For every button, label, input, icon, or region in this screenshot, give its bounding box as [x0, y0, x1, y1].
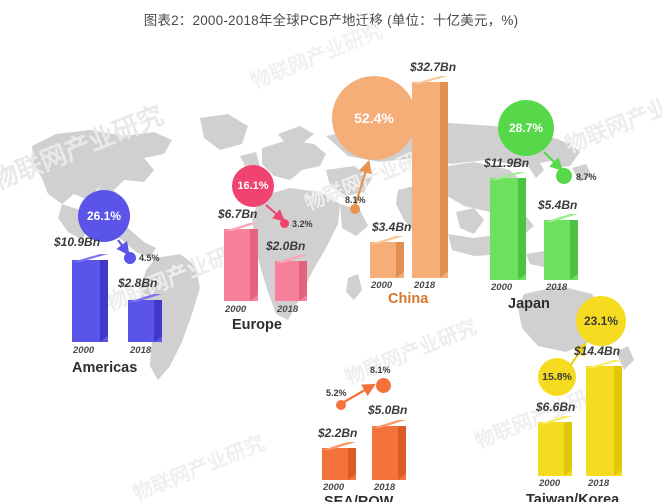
- bar-europe-2000: [224, 223, 258, 301]
- bar-sea-row-2018: [372, 420, 406, 480]
- year-label-americas-2018: 2018: [130, 345, 152, 356]
- bubble-sea-row-2018-label: 8.1%: [370, 365, 391, 375]
- value-label-taiwan-korea-2000: $6.6Bn: [536, 400, 576, 414]
- year-label-europe-2018: 2018: [277, 304, 299, 315]
- bubble-china-2000: [350, 204, 360, 214]
- bar-china-2000: [370, 236, 404, 278]
- bubble-americas-2000: 26.1%: [78, 190, 130, 242]
- region-group-china: 52.4% 8.1% $3.4Bn 2000 $32.: [330, 58, 470, 307]
- bubble-europe-2018: [280, 219, 289, 228]
- value-label-sea-row-2000: $2.2Bn: [318, 426, 358, 440]
- year-label-japan-2018: 2018: [546, 282, 568, 293]
- bubble-japan-2018: [556, 168, 572, 184]
- year-label-japan-2000: 2000: [491, 282, 513, 293]
- value-label-japan-2000: $11.9Bn: [484, 156, 530, 170]
- bar-americas-2000: [72, 254, 108, 342]
- bubble-sea-row-2000-label: 5.2%: [326, 388, 347, 398]
- bar-japan-2000: [490, 172, 526, 280]
- bar-china-2018: [412, 76, 448, 278]
- bubble-china-2000-label: 8.1%: [345, 195, 366, 205]
- bubble-japan-2018-label: 8.7%: [576, 172, 597, 182]
- value-label-china-2018: $32.7Bn: [410, 60, 457, 74]
- bubble-americas-2018: [124, 252, 136, 264]
- bubble-japan-2000: 28.7%: [498, 100, 554, 156]
- bubble-label: 23.1%: [583, 314, 619, 328]
- year-label-china-2018: 2018: [414, 280, 436, 291]
- bar-taiwan-korea-2018: [586, 360, 622, 476]
- value-label-europe-2018: $2.0Bn: [266, 239, 306, 253]
- year-label-sea-row-2000: 2000: [323, 482, 345, 493]
- bubble-americas-2018-label: 4.5%: [139, 253, 160, 263]
- bubble-label: 16.1%: [237, 179, 269, 192]
- region-label-taiwan-korea: Taiwan/Korea: [526, 492, 620, 502]
- bar-taiwan-korea-2000: [538, 416, 572, 476]
- year-label-taiwan-korea-2018: 2018: [588, 478, 610, 489]
- bubble-china-2018: 52.4%: [332, 76, 416, 160]
- value-label-americas-2018: $2.8Bn: [118, 276, 158, 290]
- year-label-europe-2000: 2000: [225, 304, 247, 315]
- bar-japan-2018: [544, 214, 578, 280]
- value-label-europe-2000: $6.7Bn: [218, 207, 258, 221]
- bubble-sea-row-2018: [376, 378, 391, 393]
- bar-sea-row-2000: [322, 442, 356, 480]
- value-label-japan-2018: $5.4Bn: [538, 198, 578, 212]
- bubble-label: 28.7%: [508, 121, 544, 135]
- year-label-sea-row-2018: 2018: [374, 482, 396, 493]
- value-label-americas-2000: $10.9Bn: [54, 235, 101, 249]
- value-label-china-2000: $3.4Bn: [372, 220, 412, 234]
- value-label-sea-row-2018: $5.0Bn: [368, 403, 408, 417]
- year-label-americas-2000: 2000: [73, 345, 95, 356]
- bubble-label: 26.1%: [86, 209, 122, 223]
- bar-europe-2018: [275, 255, 307, 301]
- bar-americas-2018: [128, 294, 162, 342]
- region-label-china: China: [388, 291, 429, 307]
- value-label-taiwan-korea-2018: $14.4Bn: [574, 344, 621, 358]
- year-label-china-2000: 2000: [371, 280, 393, 291]
- bubble-taiwan-korea-2000: 15.8%: [538, 358, 576, 396]
- region-group-japan: 28.7% 8.7% $11.9Bn 2000 $5.4Bn: [484, 100, 606, 312]
- region-group-europe: 16.1% 3.2% $6.7Bn 2000 $2.0Bn: [218, 165, 332, 333]
- page-title: 图表2：2000-2018年全球PCB产地迁移 (单位：十亿美元，%): [143, 13, 519, 28]
- region-group-taiwan-korea: 23.1% 15.8% $14.4Bn $6.6Bn 2000: [508, 296, 654, 502]
- bubble-label: 52.4%: [354, 110, 394, 126]
- year-label-taiwan-korea-2000: 2000: [539, 478, 561, 489]
- bubble-europe-2018-label: 3.2%: [292, 219, 313, 229]
- bubble-taiwan-korea-2018: 23.1%: [576, 296, 626, 346]
- bubble-europe-2000: 16.1%: [232, 165, 274, 207]
- bubble-sea-row-2000: [336, 400, 346, 410]
- region-label-europe: Europe: [232, 317, 282, 333]
- region-label-sea-row: SEA/ROW: [324, 494, 394, 502]
- region-label-americas: Americas: [72, 360, 138, 376]
- region-group-sea-row: 8.1% 5.2% $5.0Bn 2018 $2.2Bn: [304, 360, 430, 502]
- region-group-americas: 26.1% 4.5% $10.9Bn 2000 $2.: [54, 190, 182, 376]
- bubble-label: 15.8%: [542, 370, 572, 383]
- region-label-japan: Japan: [508, 296, 550, 312]
